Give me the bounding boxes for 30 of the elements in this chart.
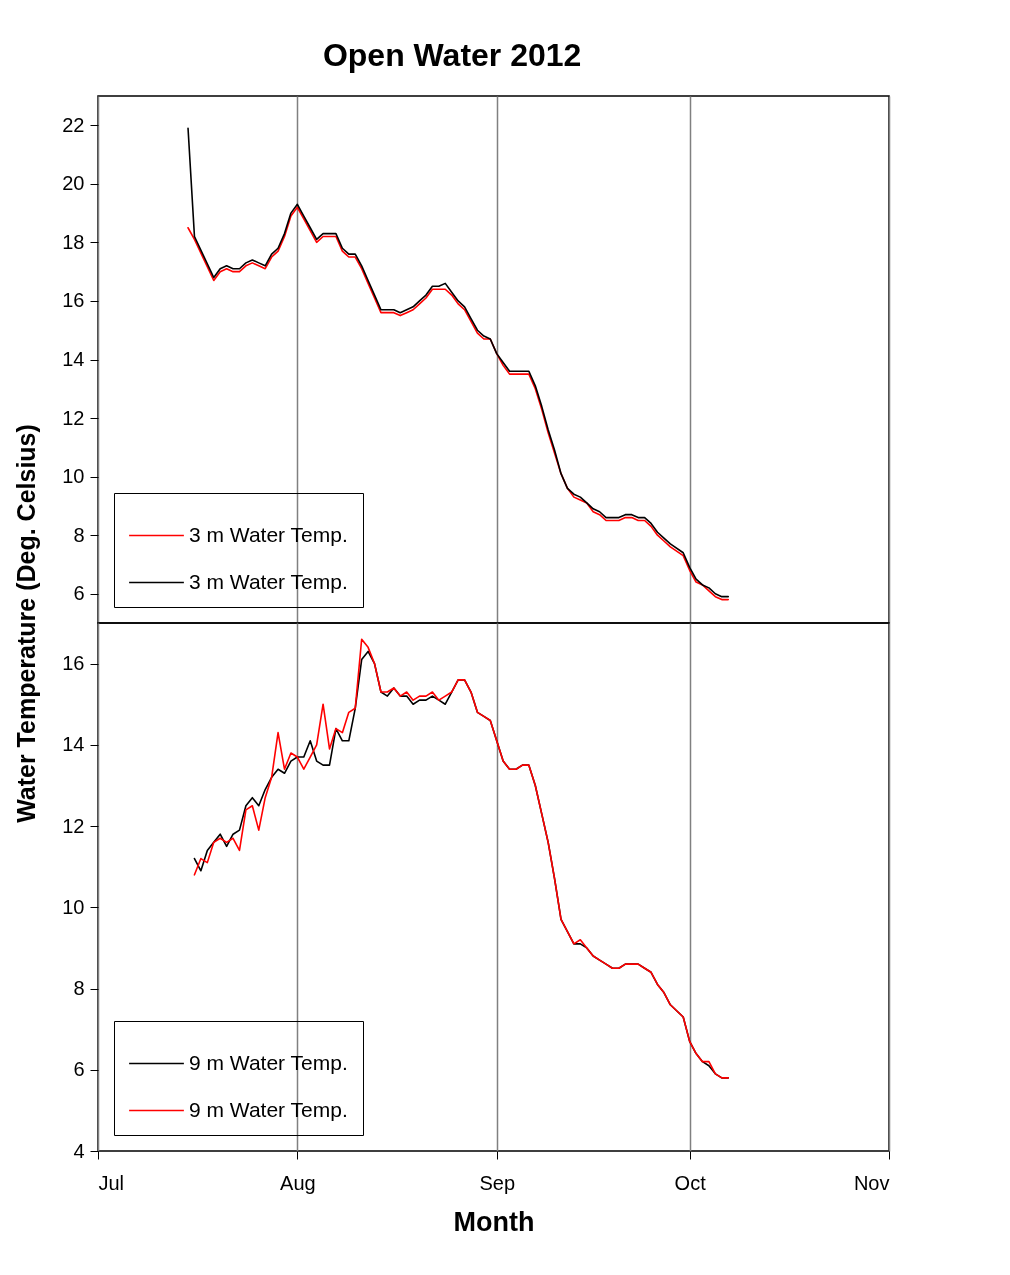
x-tick-label: Sep	[479, 1171, 516, 1194]
x-tick-label: Aug	[280, 1171, 316, 1194]
x-tick-label: Jul	[98, 1171, 125, 1194]
y-tick-label: 12	[62, 406, 85, 429]
y-tick-label: 12	[62, 814, 85, 837]
legend-label: 3 m Water Temp.	[189, 569, 348, 593]
y-tick-label: 14	[62, 348, 85, 370]
y-tick-label: 8	[73, 523, 85, 546]
legend-label: 9 m Water Temp.	[189, 1050, 348, 1074]
y-tick-label: 8	[73, 977, 85, 1000]
legend-label: 3 m Water Temp.	[189, 522, 348, 546]
x-tick-label: Nov	[853, 1171, 890, 1194]
y-tick-label: 10	[62, 465, 85, 488]
y-tick-label: 14	[62, 733, 85, 756]
y-tick-label: 10	[62, 895, 85, 918]
x-tick-label: Oct	[674, 1171, 707, 1194]
x-axis-title: Month	[453, 1206, 535, 1237]
y-tick-label: 6	[73, 1058, 85, 1081]
line-series	[187, 206, 730, 601]
y-axis-title: Water Temperature (Deg. Celsius)	[12, 424, 41, 823]
y-tick-label: 22	[62, 113, 85, 136]
chart-title: Open Water 2012	[322, 37, 582, 74]
legend-label: 9 m Water Temp.	[189, 1097, 348, 1121]
y-tick-label: 16	[62, 652, 85, 675]
y-tick-label: 16	[62, 289, 85, 312]
y-tick-label: 6	[73, 582, 85, 605]
y-tick-label: 18	[62, 230, 85, 253]
line-series	[187, 127, 730, 598]
y-tick-label: 4	[73, 1139, 85, 1162]
y-tick-label: 20	[62, 172, 85, 195]
